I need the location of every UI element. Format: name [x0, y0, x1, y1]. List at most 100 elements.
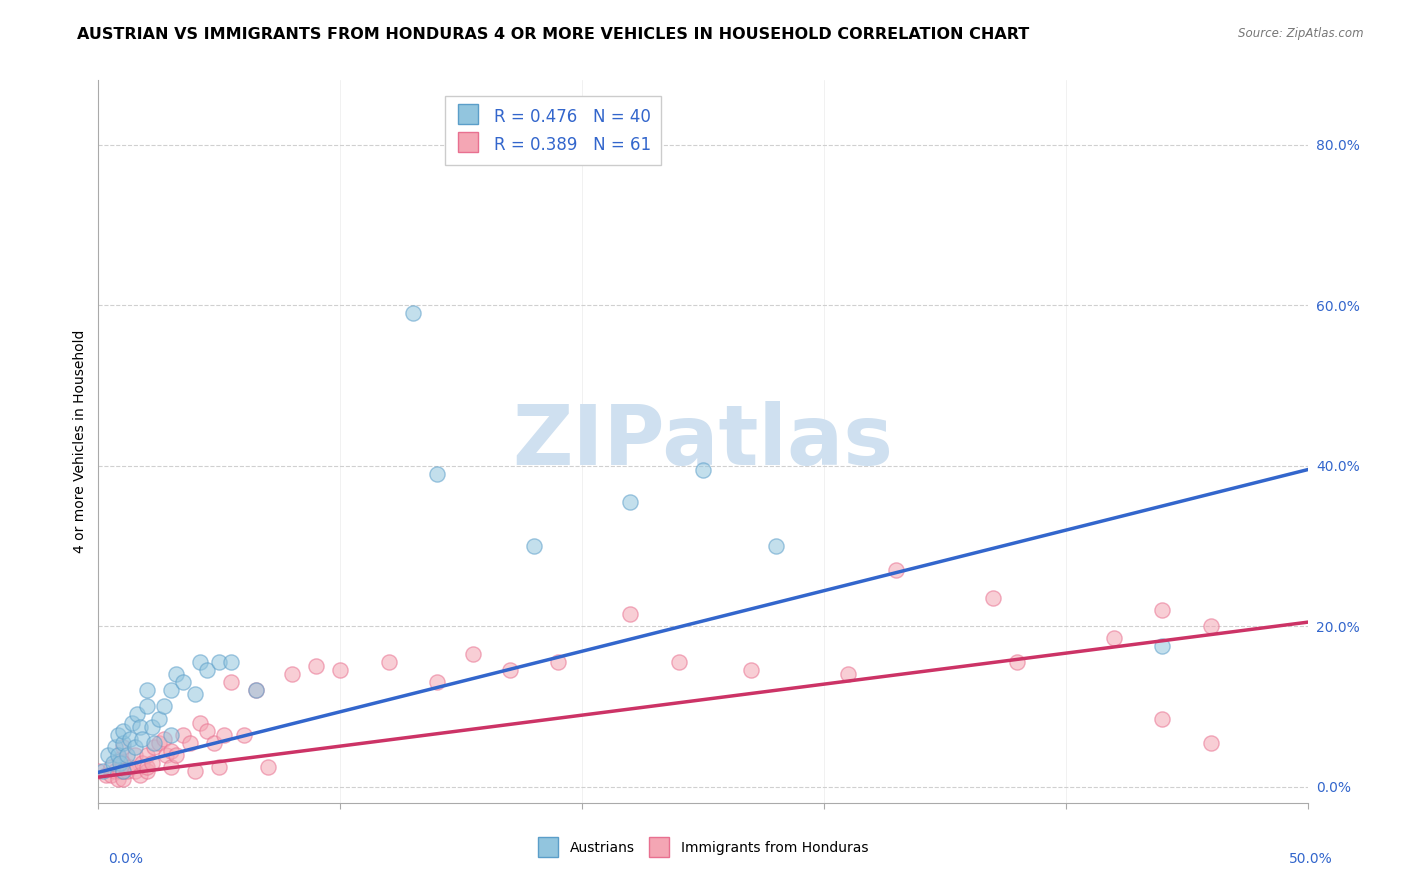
Point [117, 764, 139, 778]
Point [111, 756, 134, 770]
Point [1199, 619, 1222, 633]
Point [94, 767, 117, 781]
Point [1152, 639, 1174, 653]
Point [155, 747, 177, 762]
Point [107, 772, 129, 786]
Point [148, 712, 170, 726]
Point [148, 735, 170, 749]
Point [184, 764, 207, 778]
Point [135, 764, 157, 778]
Point [195, 723, 218, 738]
Point [135, 760, 157, 774]
Point [305, 659, 328, 673]
Point [121, 715, 143, 730]
Point [195, 664, 218, 678]
Point [111, 772, 134, 786]
Point [765, 539, 787, 553]
Text: Source: ZipAtlas.com: Source: ZipAtlas.com [1239, 27, 1364, 40]
Point [179, 735, 201, 749]
Point [619, 607, 641, 621]
Point [547, 655, 569, 669]
Point [141, 756, 163, 770]
Point [107, 747, 129, 762]
Point [124, 747, 146, 762]
Point [131, 731, 153, 746]
Point [141, 719, 163, 733]
Point [184, 687, 207, 701]
Point [111, 723, 134, 738]
Y-axis label: 4 or more Vehicles in Household: 4 or more Vehicles in Household [73, 330, 87, 553]
Point [160, 760, 183, 774]
Point [692, 462, 714, 476]
Point [101, 756, 124, 770]
Text: 0.0%: 0.0% [108, 852, 143, 866]
Point [108, 764, 131, 778]
Point [107, 728, 129, 742]
Point [463, 648, 485, 662]
Point [668, 655, 690, 669]
Text: 50.0%: 50.0% [1289, 852, 1333, 866]
Point [1102, 632, 1125, 646]
Point [329, 664, 352, 678]
Point [204, 735, 226, 749]
Point [143, 739, 166, 754]
Point [97, 747, 120, 762]
Point [232, 728, 254, 742]
Point [118, 760, 141, 774]
Point [740, 664, 762, 678]
Point [1152, 712, 1174, 726]
Point [124, 764, 146, 778]
Point [208, 655, 231, 669]
Point [104, 739, 127, 754]
Point [1199, 735, 1222, 749]
Point [160, 683, 183, 698]
Point [256, 760, 278, 774]
Point [160, 744, 183, 758]
Point [212, 728, 235, 742]
Point [523, 539, 546, 553]
Point [108, 751, 131, 765]
Point [152, 699, 174, 714]
Point [111, 739, 134, 754]
Point [221, 675, 243, 690]
Point [127, 707, 149, 722]
Point [108, 756, 131, 770]
Point [498, 664, 520, 678]
Point [160, 728, 183, 742]
Point [172, 728, 194, 742]
Point [100, 767, 122, 781]
Point [87, 764, 110, 778]
Point [118, 731, 141, 746]
Point [152, 731, 174, 746]
Point [981, 591, 1004, 606]
Point [104, 764, 127, 778]
Legend: Austrians, Immigrants from Honduras: Austrians, Immigrants from Honduras [533, 836, 873, 861]
Point [886, 563, 908, 577]
Point [111, 764, 134, 778]
Point [143, 735, 166, 749]
Point [377, 655, 399, 669]
Point [135, 747, 157, 762]
Point [131, 756, 153, 770]
Text: ZIPatlas: ZIPatlas [513, 401, 893, 482]
Point [281, 667, 304, 681]
Point [135, 699, 157, 714]
Point [221, 655, 243, 669]
Point [111, 735, 134, 749]
Text: AUSTRIAN VS IMMIGRANTS FROM HONDURAS 4 OR MORE VEHICLES IN HOUSEHOLD CORRELATION: AUSTRIAN VS IMMIGRANTS FROM HONDURAS 4 O… [77, 27, 1029, 42]
Point [117, 747, 139, 762]
Point [426, 467, 449, 481]
Point [188, 715, 211, 730]
Point [128, 767, 150, 781]
Point [208, 760, 231, 774]
Point [188, 655, 211, 669]
Point [1007, 655, 1029, 669]
Point [402, 306, 425, 320]
Point [172, 675, 194, 690]
Point [245, 683, 267, 698]
Point [135, 683, 157, 698]
Point [111, 764, 134, 778]
Point [165, 667, 187, 681]
Point [426, 675, 449, 690]
Point [1152, 603, 1174, 617]
